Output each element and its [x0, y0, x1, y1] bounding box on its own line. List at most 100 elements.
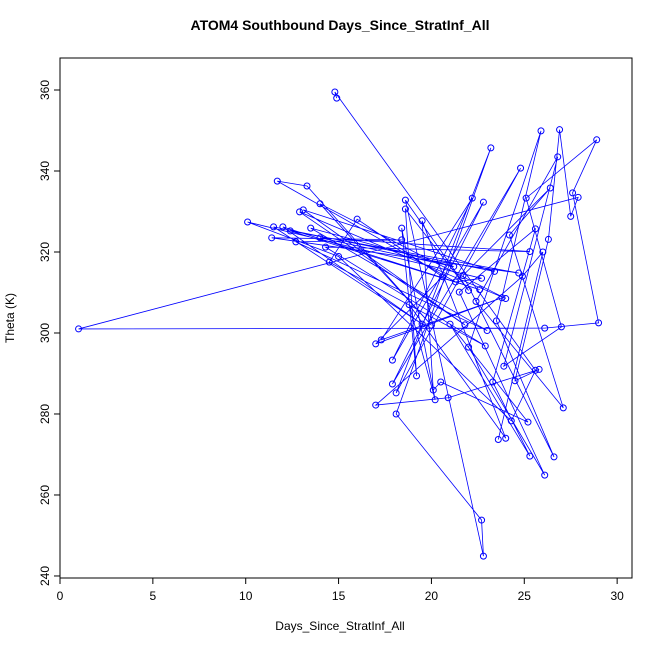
data-point: [541, 471, 549, 479]
data-point: [526, 248, 534, 256]
data-point: [500, 362, 508, 370]
data-point: [286, 227, 294, 235]
data-point: [483, 327, 491, 335]
data-point: [452, 278, 460, 286]
data-point: [531, 366, 539, 374]
data-point: [270, 223, 278, 231]
data-point: [307, 224, 315, 232]
data-point: [398, 236, 406, 244]
data-point: [556, 126, 564, 134]
x-tick-label: 15: [332, 589, 346, 603]
data-point: [75, 325, 83, 333]
data-point: [507, 417, 515, 425]
data-point: [465, 343, 473, 351]
data-point: [531, 225, 539, 233]
y-tick-label: 240: [38, 566, 52, 586]
data-point: [401, 196, 409, 204]
data-point: [544, 235, 552, 243]
data-point: [478, 516, 486, 524]
data-point: [296, 208, 304, 216]
data-point: [429, 386, 437, 394]
data-point: [388, 380, 396, 388]
data-point: [574, 193, 582, 201]
data-line: [78, 91, 600, 557]
data-point: [316, 200, 324, 208]
data-point: [333, 94, 341, 102]
data-point: [472, 297, 480, 305]
data-point: [413, 372, 421, 380]
x-tick-label: 5: [150, 589, 157, 603]
y-tick-label: 280: [38, 404, 52, 424]
data-point: [537, 127, 545, 135]
data-point: [437, 378, 445, 386]
data-point: [479, 552, 487, 560]
data-point: [268, 234, 276, 242]
data-point: [398, 224, 406, 232]
data-point: [392, 389, 400, 397]
data-point: [541, 324, 549, 332]
data-point: [494, 435, 502, 443]
data-point: [444, 394, 452, 402]
data-point: [526, 452, 534, 460]
data-point: [511, 377, 519, 385]
plot-frame: [59, 57, 633, 579]
chart-title: ATOM4 Southbound Days_Since_StratInf_All: [191, 17, 490, 33]
data-point: [535, 365, 543, 373]
data-point: [492, 317, 500, 325]
y-tick-label: 360: [38, 80, 52, 100]
data-point: [479, 198, 487, 206]
data-point: [505, 231, 513, 239]
data-point: [316, 234, 324, 242]
data-point: [468, 194, 476, 202]
y-tick-label: 340: [38, 161, 52, 181]
data-point: [557, 323, 565, 331]
data-point: [481, 342, 489, 350]
data-point: [418, 217, 426, 225]
data-point: [550, 453, 558, 461]
data-point: [489, 378, 497, 386]
data-point: [459, 271, 467, 279]
data-point: [450, 263, 458, 271]
y-tick-label: 320: [38, 242, 52, 262]
data-point: [498, 294, 506, 302]
data-point: [593, 136, 601, 144]
data-point: [372, 340, 380, 348]
data-point: [595, 319, 603, 327]
data-point: [431, 396, 439, 404]
data-point: [487, 144, 495, 152]
x-axis-label: Days_Since_StratInf_All: [275, 619, 404, 633]
data-point: [455, 288, 463, 296]
y-tick-label: 300: [38, 323, 52, 343]
data-point: [279, 223, 287, 231]
x-tick-label: 0: [57, 589, 64, 603]
data-point: [478, 274, 486, 282]
data-point: [522, 194, 530, 202]
data-point: [322, 243, 330, 251]
data-point: [331, 88, 339, 96]
data-point: [427, 321, 435, 329]
data-point: [273, 177, 281, 185]
data-point: [502, 295, 510, 303]
data-point: [518, 272, 526, 280]
data-point: [546, 184, 554, 192]
data-point: [325, 258, 333, 266]
data-point: [524, 418, 532, 426]
data-point: [377, 336, 385, 344]
data-point: [353, 215, 361, 223]
x-tick-label: 20: [425, 589, 439, 603]
data-point: [372, 401, 380, 409]
y-tick-label: 260: [38, 485, 52, 505]
data-point: [491, 267, 499, 275]
data-point: [517, 164, 525, 172]
data-point: [244, 218, 252, 226]
data-point: [303, 182, 311, 190]
data-point: [539, 248, 547, 256]
data-point: [388, 356, 396, 364]
data-point: [502, 434, 510, 442]
data-point: [461, 321, 469, 329]
data-point: [405, 301, 413, 309]
data-point: [465, 286, 473, 294]
data-point: [439, 273, 447, 281]
